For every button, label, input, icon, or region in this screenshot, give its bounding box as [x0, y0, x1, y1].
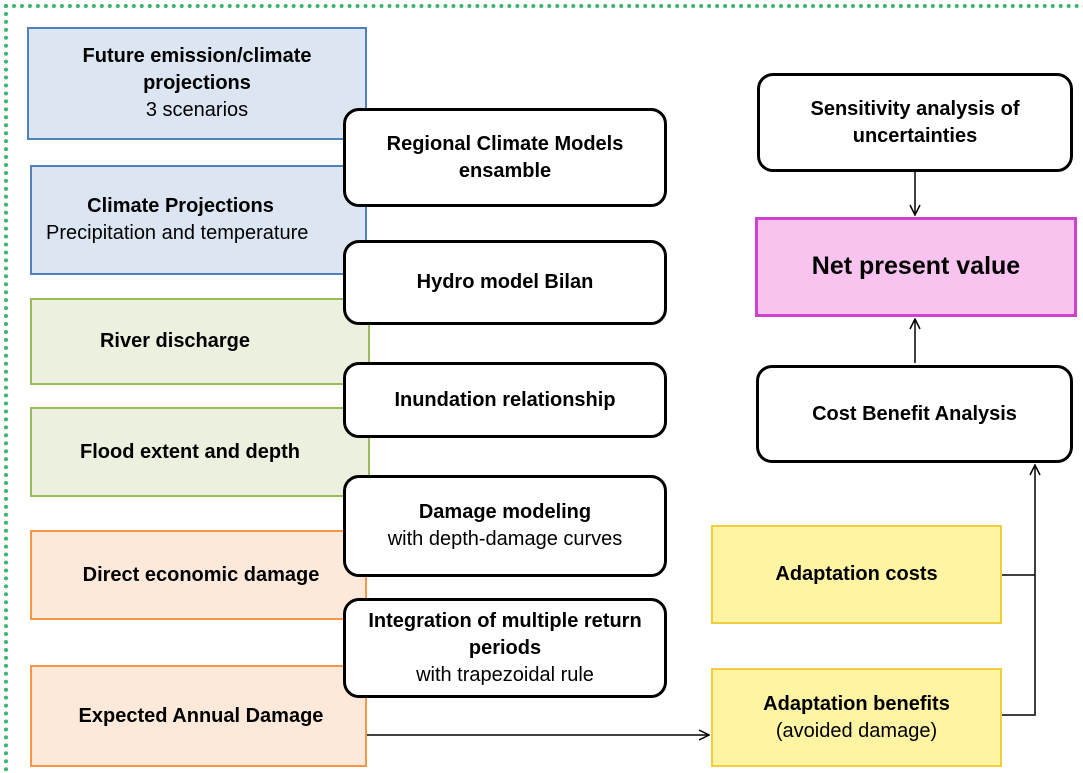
node-subtitle: Precipitation and temperature — [46, 222, 309, 244]
node: Climate Projections Precipitation and tem… — [30, 165, 367, 275]
node-title: Expected Annual Damage — [78, 704, 324, 727]
node-title: Sensitivity analysis of uncertainties — [810, 97, 1020, 147]
node-subtitle: 3 scenarios — [145, 99, 249, 121]
node-title: Direct economic damage — [82, 563, 320, 586]
node: Adaptation benefits (avoided damage) — [711, 668, 1002, 767]
node-title: Damage modeling — [418, 501, 592, 523]
node-title: Regional Climate Models ensamble — [386, 132, 624, 182]
node-title: Integration of multiple return periods — [368, 609, 642, 659]
node-title: Net present value — [811, 252, 1021, 281]
node-title: Adaptation costs — [775, 563, 938, 585]
node-title: River discharge — [99, 330, 251, 352]
node-title: Hydro model Bilan — [416, 271, 594, 293]
node-title: Climate Projections — [87, 195, 274, 217]
node: Sensitivity analysis of uncertainties — [757, 73, 1073, 172]
node: Integration of multiple return periods wi… — [343, 598, 667, 698]
node: Hydro model Bilan — [343, 240, 667, 325]
frame — [4, 4, 1083, 773]
node-subtitle: with trapezoidal rule — [416, 663, 594, 686]
node-title: Future emission/climate projections — [82, 45, 312, 94]
node: Direct economic damage — [30, 530, 367, 620]
node: River discharge — [30, 298, 370, 385]
node-title: Inundation relationship — [394, 388, 616, 411]
node: Damage modeling with depth-damage curves — [343, 475, 667, 577]
node: Expected Annual Damage — [30, 665, 367, 767]
node: Adaptation costs — [711, 525, 1002, 624]
node: Regional Climate Models ensamble — [343, 108, 667, 207]
node: Future emission/climate projections 3 sce… — [27, 27, 367, 140]
node-subtitle: (avoided damage) — [775, 719, 938, 742]
arrow — [1002, 465, 1035, 716]
node-title: Cost Benefit Analysis — [812, 402, 1017, 425]
node-title: Adaptation benefits — [763, 692, 950, 715]
node-subtitle: with depth-damage curves — [387, 528, 623, 550]
node: Inundation relationship — [343, 362, 667, 438]
node: Flood extent and depth — [30, 407, 370, 497]
node: Net present value — [755, 217, 1077, 317]
node-title: Flood extent and depth — [80, 440, 300, 463]
node: Cost Benefit Analysis — [756, 365, 1073, 463]
